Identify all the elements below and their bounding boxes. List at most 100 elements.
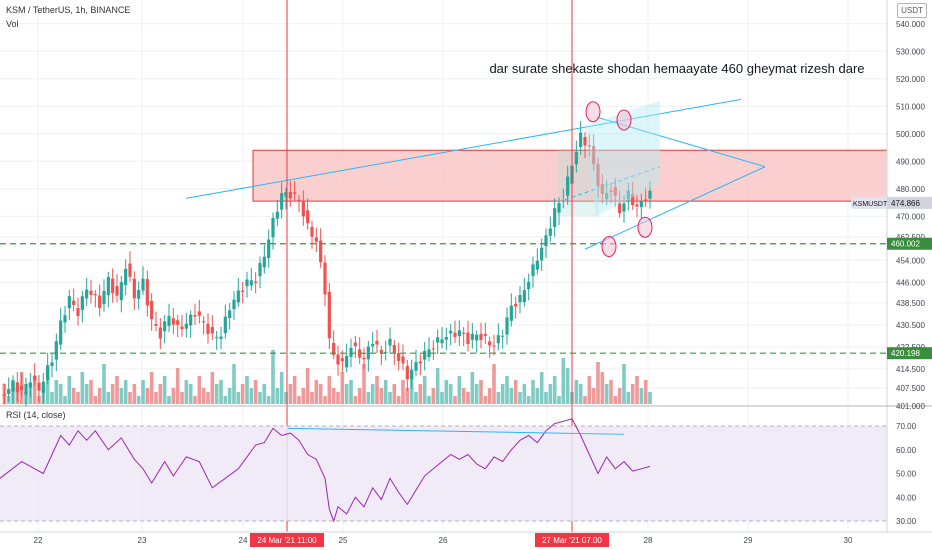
volume-bar (184, 380, 189, 404)
highlight-ellipse (637, 216, 653, 238)
candle-body (193, 315, 197, 317)
volume-bar (366, 392, 371, 404)
price-tick-label: 430.500 (896, 321, 925, 330)
volume-bar (383, 380, 388, 404)
rsi-label[interactable]: RSI (14, close) (6, 410, 66, 420)
candle-body (423, 350, 427, 360)
drawings[interactable] (0, 0, 887, 532)
volume-bar (279, 372, 284, 404)
candle-body (583, 137, 587, 146)
candle-body (544, 235, 548, 247)
volume-bar (210, 372, 215, 404)
rsi-tick-label: 60.00 (896, 446, 917, 455)
volume-bar (643, 380, 648, 404)
volume-bar (639, 388, 644, 404)
price-tick-label: 454.000 (896, 256, 925, 265)
candle-body (223, 316, 227, 334)
candle-body (600, 183, 604, 194)
candle-body (613, 187, 617, 196)
volume-bar (193, 396, 197, 404)
candle-body (249, 280, 253, 286)
analysis-annotation[interactable]: dar surate shekaste shodan hemaayate 460… (489, 61, 864, 76)
candle-body (535, 260, 539, 270)
volume-bar (444, 380, 449, 404)
candle-body (180, 326, 184, 330)
candle-body (314, 237, 318, 242)
volume-bar (180, 392, 184, 404)
candle-body (267, 239, 271, 259)
candle-body (457, 330, 461, 337)
rsi-tick-label: 30.00 (896, 517, 917, 526)
candle-body (392, 345, 396, 353)
candle-body (548, 228, 552, 236)
volume-bar (136, 396, 141, 404)
candle-body (154, 324, 158, 326)
volume-bar (435, 368, 440, 404)
time-tick-label: 26 (439, 536, 448, 545)
volume-bar (245, 376, 249, 404)
resistance-zone[interactable] (252, 149, 888, 202)
price-tick-label: 490.000 (896, 157, 925, 166)
volume-bar (219, 380, 223, 404)
candle-body (72, 300, 76, 305)
candle-body (527, 281, 531, 289)
currency-button[interactable]: USDT (897, 3, 927, 18)
volume-bar (145, 388, 150, 404)
candle-body (202, 321, 206, 323)
volume-bar (318, 384, 323, 404)
candle-body (271, 217, 275, 238)
price-tick-label: 438.500 (896, 299, 925, 308)
volume-bar (531, 380, 535, 404)
volume-bar (128, 392, 132, 404)
candle-body (93, 294, 97, 296)
volume-bar (375, 376, 379, 404)
candle-body (522, 290, 526, 303)
volume-bar (71, 388, 76, 404)
candle-body (141, 278, 145, 291)
last-price-tag-label: 474.866 (891, 199, 920, 208)
volume-bar (171, 388, 176, 404)
candle-body (635, 204, 639, 207)
candle-body (85, 289, 89, 299)
candle-body (137, 290, 141, 299)
volume-bar (67, 376, 72, 404)
level-price-tag (887, 347, 932, 360)
volume-bar (45, 368, 50, 404)
candle-body (418, 361, 422, 364)
candle-body (501, 335, 505, 337)
price-tick-label: 520.000 (896, 75, 925, 84)
candle-body (444, 337, 448, 340)
volume-bar (613, 396, 618, 404)
volume-bar (509, 388, 514, 404)
volume-bar (479, 380, 483, 404)
volume-bar (110, 384, 115, 404)
volume-bar (331, 388, 336, 404)
volume-label[interactable]: Vol (6, 19, 19, 29)
candle-body (505, 317, 509, 335)
volume-bar (427, 396, 431, 404)
volume-bar (167, 396, 171, 404)
candle-body (197, 311, 201, 316)
volume-bar (561, 358, 566, 404)
candle-body (475, 334, 479, 341)
volume-bar (505, 376, 509, 404)
candle-body (531, 264, 535, 277)
volume-bar (357, 388, 362, 404)
volume-bar (292, 376, 297, 404)
volume-bar (314, 380, 319, 404)
rsi-pane (0, 418, 887, 523)
candle-body (301, 200, 305, 217)
candle-body (496, 335, 500, 344)
candle-body (319, 240, 323, 263)
volume-bar (275, 388, 280, 404)
volume-bar (97, 388, 102, 404)
volume-bar (587, 376, 592, 404)
volume-bars (2, 350, 652, 404)
volume-bar (301, 388, 306, 404)
highlighted-time-label: 27 Mar '21 07:00 (542, 536, 602, 545)
triangle-lower-line (584, 166, 766, 250)
highlight-ellipse (585, 101, 601, 123)
symbol-title[interactable]: KSM / TetherUS, 1h, BINANCE (6, 5, 131, 15)
volume-bar (188, 384, 193, 404)
